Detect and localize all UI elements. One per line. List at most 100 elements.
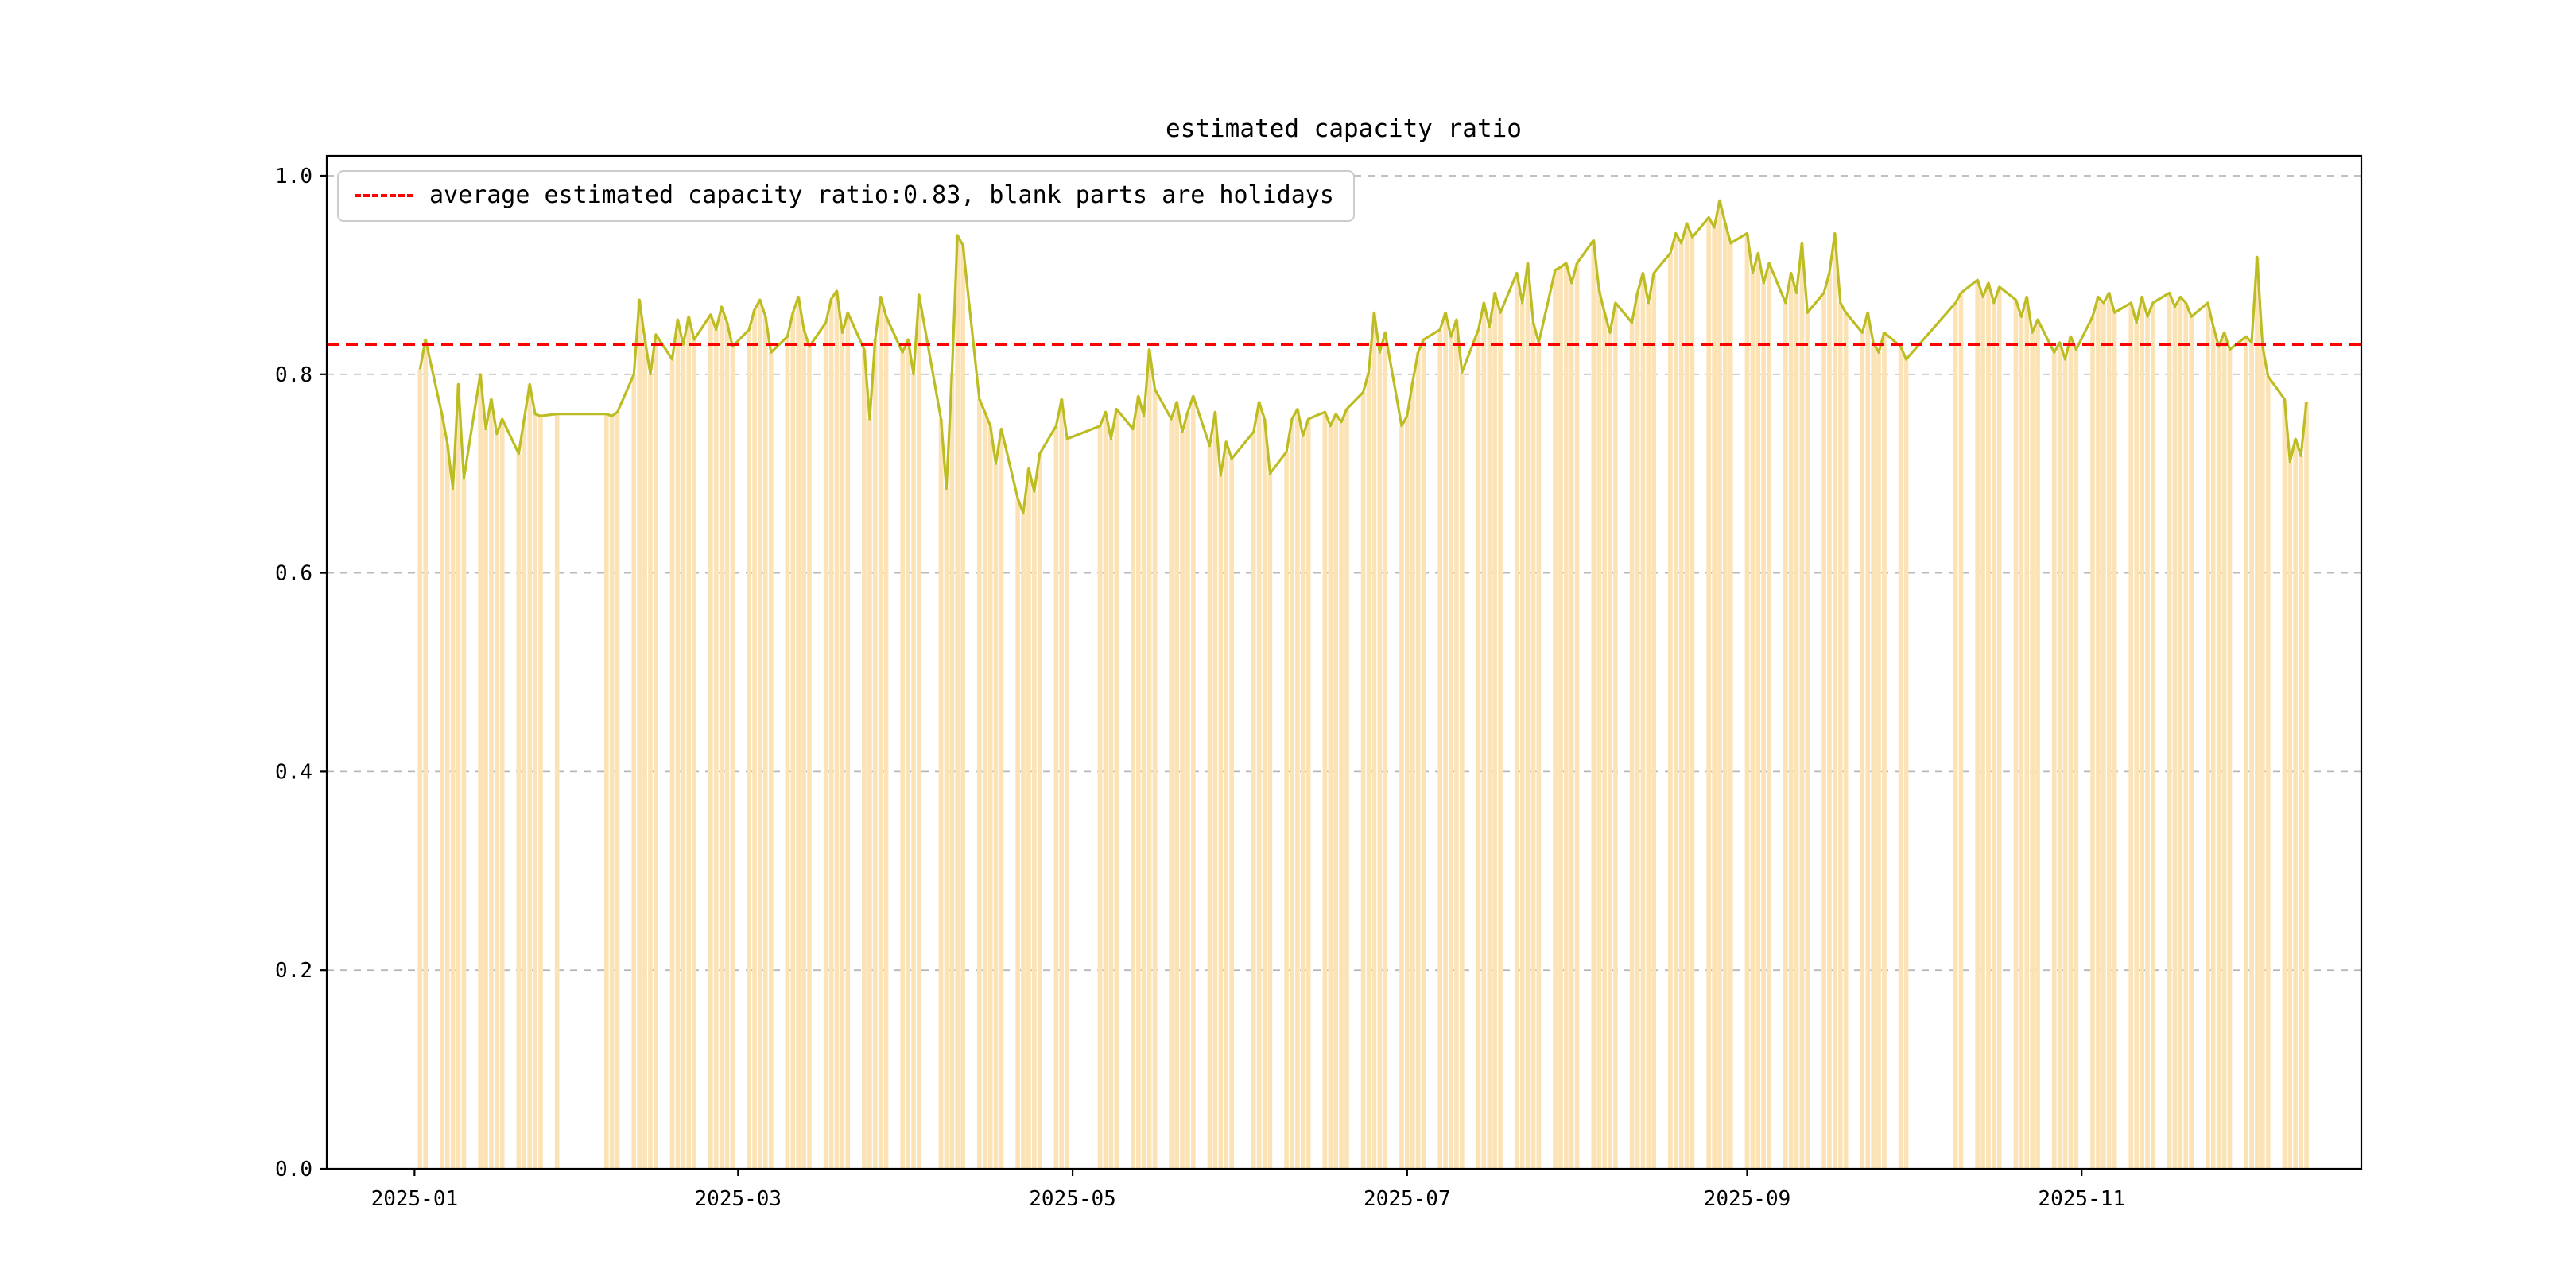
capacity-bar [2140, 297, 2144, 1169]
capacity-bar [719, 306, 724, 1170]
capacity-bar [1059, 399, 1065, 1170]
x-tick-label: 2025-11 [2038, 1187, 2125, 1211]
capacity-bar [2172, 306, 2178, 1170]
capacity-bar [2178, 297, 2183, 1169]
average-line-legend-swatch [355, 193, 413, 197]
capacity-bar [1821, 293, 1826, 1169]
capacity-bar [461, 478, 467, 1169]
capacity-bar [1300, 436, 1305, 1169]
capacity-bar [1415, 352, 1421, 1169]
capacity-bar [801, 329, 806, 1170]
capacity-bar [768, 352, 774, 1169]
capacity-bar [1437, 329, 1443, 1170]
capacity-bar [533, 413, 537, 1169]
capacity-bar [949, 374, 955, 1169]
capacity-bar [1755, 253, 1761, 1169]
capacity-bar [807, 346, 812, 1169]
capacity-bar [440, 413, 444, 1169]
axes-box [325, 154, 2363, 1170]
capacity-bar [987, 425, 993, 1169]
capacity-bar [1262, 418, 1267, 1169]
capacity-bar [982, 412, 987, 1169]
capacity-bar [917, 294, 921, 1169]
legend: average estimated capacity ratio:0.83, b… [337, 170, 1355, 222]
capacity-bar [1519, 302, 1525, 1170]
capacity-bar [747, 329, 751, 1170]
capacity-bar [1678, 242, 1684, 1170]
capacity-bar [2221, 332, 2227, 1170]
capacity-bar [1837, 302, 1843, 1170]
capacity-bar [648, 374, 653, 1169]
y-tick-label: 0.6 [275, 562, 312, 586]
capacity-bar [1646, 302, 1651, 1170]
capacity-bar [1613, 302, 1618, 1170]
capacity-bar [911, 374, 916, 1169]
capacity-bar [1498, 312, 1503, 1169]
capacity-bar [2024, 297, 2030, 1169]
capacity-bar [867, 418, 872, 1169]
capacity-bar [609, 416, 615, 1169]
capacity-bar [708, 314, 713, 1169]
capacity-bar [906, 339, 910, 1170]
capacity-bar [1492, 293, 1498, 1169]
capacity-bar [692, 339, 696, 1170]
capacity-bar [1371, 312, 1377, 1169]
x-tick-label: 2025-07 [1364, 1187, 1451, 1211]
legend-label: average estimated capacity ratio:0.83, b… [429, 181, 1334, 209]
capacity-bar [1530, 322, 1536, 1169]
capacity-bar [2255, 257, 2260, 1169]
capacity-bar [1410, 382, 1415, 1169]
capacity-bar [1882, 332, 1887, 1170]
capacity-bar [1449, 336, 1453, 1170]
capacity-bar [1383, 332, 1388, 1170]
capacity-bar [669, 359, 675, 1169]
capacity-bar [1404, 416, 1410, 1169]
capacity-bar [1805, 312, 1810, 1169]
capacity-bar [2134, 322, 2140, 1169]
capacity-bar [1136, 396, 1141, 1169]
capacity-bar [2167, 293, 2172, 1169]
capacity-bar [1569, 282, 1574, 1169]
capacity-bar [2287, 461, 2293, 1169]
capacity-bar [2183, 302, 2189, 1170]
capacity-bar [1021, 513, 1026, 1169]
capacity-bar [1783, 302, 1788, 1170]
capacity-bar [2145, 316, 2150, 1169]
capacity-bar [1190, 396, 1196, 1169]
capacity-bar [862, 349, 867, 1169]
capacity-bar [2057, 342, 2062, 1169]
capacity-bar [955, 235, 960, 1169]
capacity-bar [615, 412, 620, 1169]
x-tick-label: 2025-05 [1029, 1187, 1116, 1211]
capacity-bar [1996, 286, 2002, 1169]
capacity-bar [2106, 293, 2112, 1169]
capacity-bar [1487, 326, 1492, 1170]
capacity-bar [1152, 389, 1158, 1169]
capacity-bar [1958, 293, 1964, 1169]
capacity-bar [1146, 349, 1152, 1169]
capacity-bar [1843, 312, 1849, 1169]
y-tick-label: 0.2 [275, 959, 312, 983]
capacity-bar [1833, 233, 1837, 1169]
capacity-bar [1608, 332, 1612, 1170]
capacity-bar [1459, 372, 1465, 1170]
capacity-bar [637, 300, 642, 1169]
capacity-bar [2019, 316, 2024, 1169]
capacity-bar [1339, 421, 1344, 1169]
capacity-bar [1723, 223, 1728, 1169]
capacity-bar [1481, 302, 1487, 1170]
capacity-bar [1251, 432, 1256, 1169]
capacity-bar [516, 453, 522, 1169]
capacity-bar [2206, 302, 2210, 1170]
capacity-bar [1728, 242, 1733, 1170]
capacity-bar [993, 464, 999, 1169]
capacity-bar [828, 298, 834, 1169]
capacity-bar [681, 344, 686, 1169]
x-tick-label: 2025-01 [371, 1187, 459, 1211]
capacity-bar [1421, 339, 1426, 1170]
capacity-bar [1169, 418, 1174, 1169]
capacity-bar [1558, 266, 1563, 1170]
capacity-bar [686, 316, 692, 1169]
capacity-bar [878, 297, 883, 1169]
capacity-bar [1284, 452, 1289, 1169]
